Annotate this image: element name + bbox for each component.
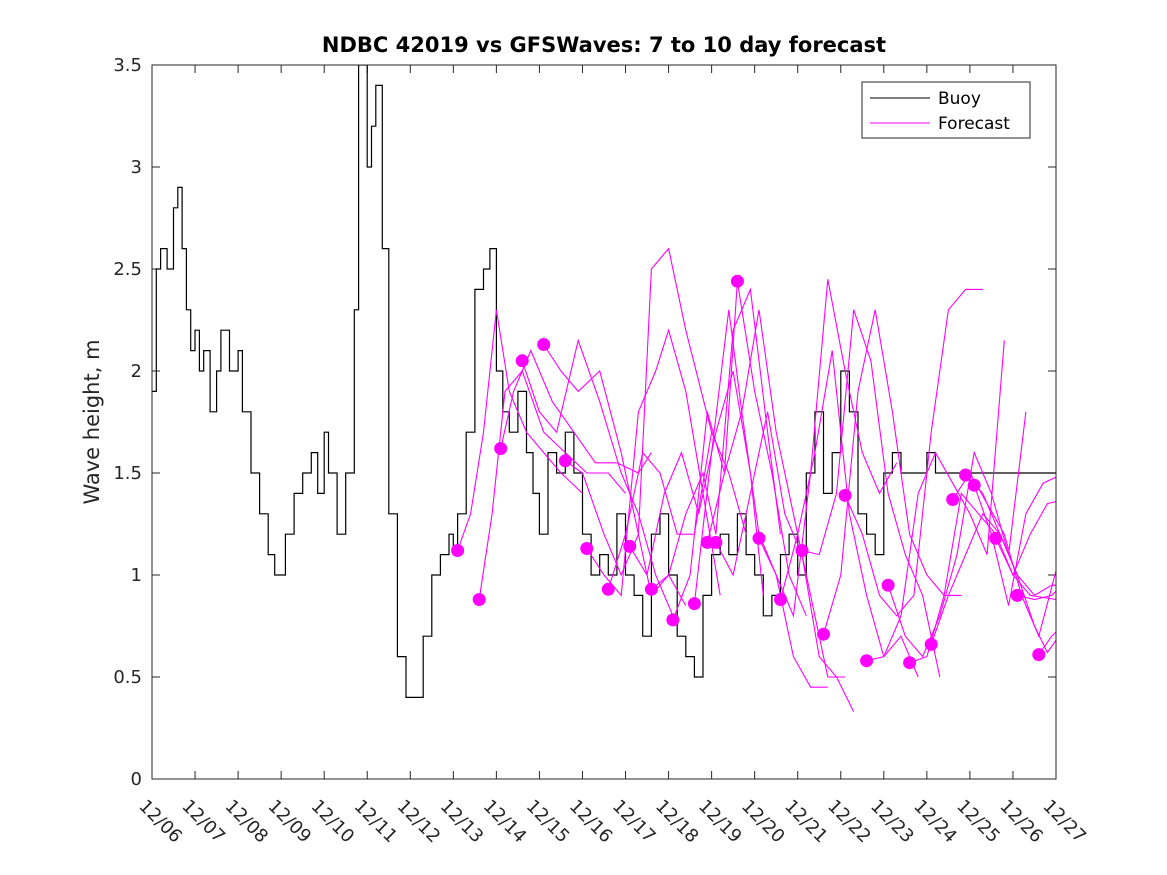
forecast-point: [959, 468, 973, 482]
forecast-point: [515, 354, 529, 368]
forecast-line: [651, 287, 782, 590]
legend-buoy-label: Buoy: [938, 89, 981, 109]
x-tick-label: 12/10: [307, 796, 359, 848]
forecast-point: [924, 637, 938, 651]
forecast-point: [838, 488, 852, 502]
forecast-point: [580, 542, 594, 555]
y-tick-label: 2.5: [113, 259, 142, 280]
forecast-line: [866, 340, 1005, 662]
x-tick-label: 12/14: [479, 796, 531, 848]
x-tick-label: 12/12: [393, 796, 445, 848]
x-tick-label: 12/19: [694, 796, 746, 848]
forecast-line: [995, 501, 1056, 577]
x-tick-label: 12/09: [264, 796, 316, 848]
forecast-line: [758, 279, 898, 618]
x-tick-label: 12/07: [178, 796, 230, 848]
forecast-point: [451, 544, 465, 557]
y-tick-label: 1.5: [113, 463, 142, 484]
plot-frame: [151, 64, 1057, 780]
forecast-line: [715, 411, 855, 712]
forecast-line: [779, 350, 919, 678]
legend-box: [861, 81, 1031, 139]
y-tick-label: 0.5: [113, 667, 142, 688]
forecast-line: [543, 344, 687, 606]
x-tick-label: 12/20: [737, 796, 789, 848]
forecast-point: [472, 593, 486, 606]
x-tick-label: 12/27: [1038, 796, 1090, 848]
plot-background: [152, 65, 1056, 779]
forecast-line: [887, 411, 1027, 658]
forecast-point: [558, 454, 572, 468]
y-tick-label: 0: [131, 769, 142, 790]
forecast-line: [457, 309, 583, 551]
forecast-point: [903, 656, 917, 670]
y-axis-label: Wave height, m: [80, 339, 104, 504]
legend-forecast-label: Forecast: [938, 114, 1010, 134]
forecast-line: [629, 370, 764, 596]
forecast-line: [844, 288, 983, 617]
x-tick-label: 12/23: [866, 796, 918, 848]
forecast-point: [666, 613, 680, 627]
forecast-line: [965, 474, 1056, 654]
forecast-line: [706, 309, 846, 678]
forecast-point: [494, 442, 508, 455]
forecast-line: [478, 369, 626, 600]
x-tick-label: 12/25: [952, 796, 1004, 848]
x-tick-label: 12/11: [350, 796, 402, 848]
y-tick-label: 2: [131, 361, 142, 382]
x-tick-label: 12/06: [134, 796, 186, 848]
legend: Buoy Forecast: [861, 81, 1031, 139]
forecast-point: [946, 493, 960, 506]
forecast-point: [1010, 588, 1024, 602]
x-tick-label: 12/13: [436, 796, 488, 848]
forecast-point: [644, 582, 658, 596]
forecast-point: [601, 582, 615, 596]
y-axis-ticks: 0 0.5 1 1.5 2 2.5 3 3.5: [113, 55, 1056, 790]
x-tick-label: 12/22: [823, 796, 875, 848]
x-tick-label: 12/17: [608, 796, 660, 848]
forecast-point: [709, 535, 723, 549]
series-group: [152, 65, 1056, 712]
y-tick-label: 3.5: [113, 55, 142, 76]
forecast-line: [909, 492, 1056, 664]
forecast-line: [1017, 590, 1056, 601]
forecast-point: [687, 597, 701, 611]
y-tick-label: 1: [131, 565, 142, 586]
forecast-point: [989, 531, 1003, 545]
forecast-line: [973, 476, 1056, 606]
x-tick-label: 12/24: [909, 796, 961, 848]
forecast-line: [521, 338, 674, 617]
forecast-line: [801, 309, 941, 678]
forecast-line: [586, 328, 721, 597]
forecast-point: [1032, 648, 1046, 662]
forecast-point: [752, 531, 766, 545]
forecast-point: [623, 539, 637, 553]
forecast-point: [967, 478, 981, 492]
chart-title: NDBC 42019 vs GFSWaves: 7 to 10 day fore…: [322, 33, 886, 57]
x-tick-label: 12/26: [995, 796, 1047, 848]
forecast-point: [730, 274, 744, 288]
forecast-line: [500, 349, 652, 474]
x-tick-label: 12/16: [565, 796, 617, 848]
forecast-points-group: [451, 274, 1046, 670]
forecast-line: [564, 247, 713, 577]
x-tick-label: 12/21: [780, 796, 832, 848]
forecast-line: [1038, 631, 1056, 655]
forecast-point: [817, 627, 830, 641]
y-tick-label: 3: [131, 157, 142, 178]
forecast-point: [774, 593, 787, 606]
forecast-point: [795, 544, 809, 557]
buoy-line: [152, 65, 1056, 698]
x-tick-label: 12/08: [221, 796, 273, 848]
forecast-point: [881, 578, 895, 592]
forecast-line: [822, 309, 962, 635]
forecast-line: [607, 430, 747, 590]
x-tick-label: 12/18: [651, 796, 703, 848]
forecast-point: [860, 654, 874, 668]
x-tick-label: 12/15: [522, 796, 574, 848]
forecast-point: [537, 338, 551, 351]
